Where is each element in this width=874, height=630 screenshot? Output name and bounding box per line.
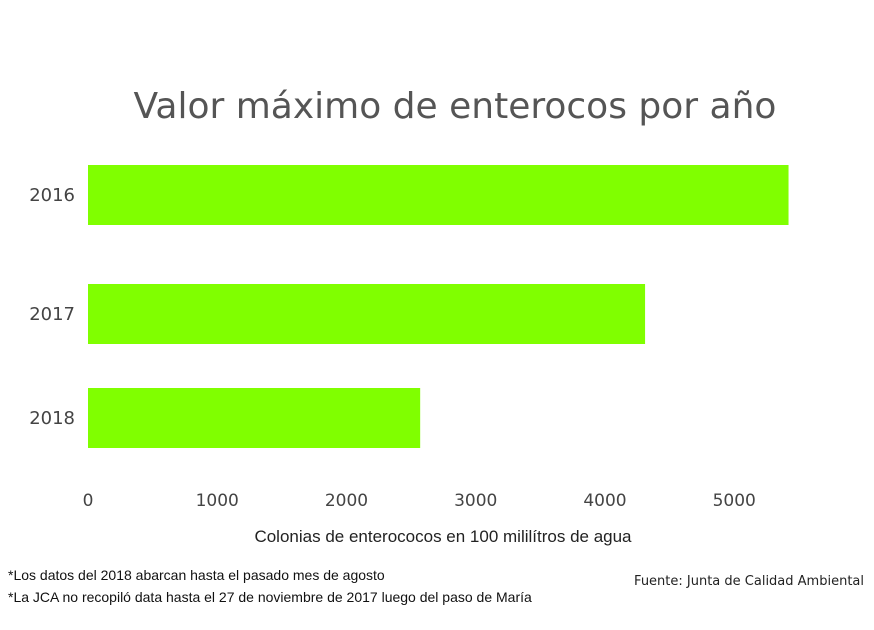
x-axis-label: Colonias de enterococos en 100 mililítro… [254,527,632,546]
bars-group [88,165,789,448]
category-label-2016: 2016 [29,185,75,206]
x-tick-1000: 1000 [196,491,239,511]
x-tick-3000: 3000 [454,491,497,511]
footnote-2: *La JCA no recopiló data hasta el 27 de … [8,589,532,605]
x-tick-labels: 0 1000 2000 3000 4000 5000 [83,491,756,511]
category-label-2017: 2017 [29,304,75,325]
bar-2017 [88,284,645,344]
bar-2018 [88,388,420,448]
chart-title: Valor máximo de enterocos por año [134,86,777,127]
x-tick-4000: 4000 [583,491,626,511]
category-labels: 2016 2017 2018 [29,185,75,429]
x-tick-5000: 5000 [713,491,756,511]
x-tick-2000: 2000 [325,491,368,511]
bar-2016 [88,165,789,225]
x-tick-0: 0 [83,491,94,511]
category-label-2018: 2018 [29,408,75,429]
footnote-1: *Los datos del 2018 abarcan hasta el pas… [8,567,385,583]
source-credit: Fuente: Junta de Calidad Ambiental [634,574,864,589]
